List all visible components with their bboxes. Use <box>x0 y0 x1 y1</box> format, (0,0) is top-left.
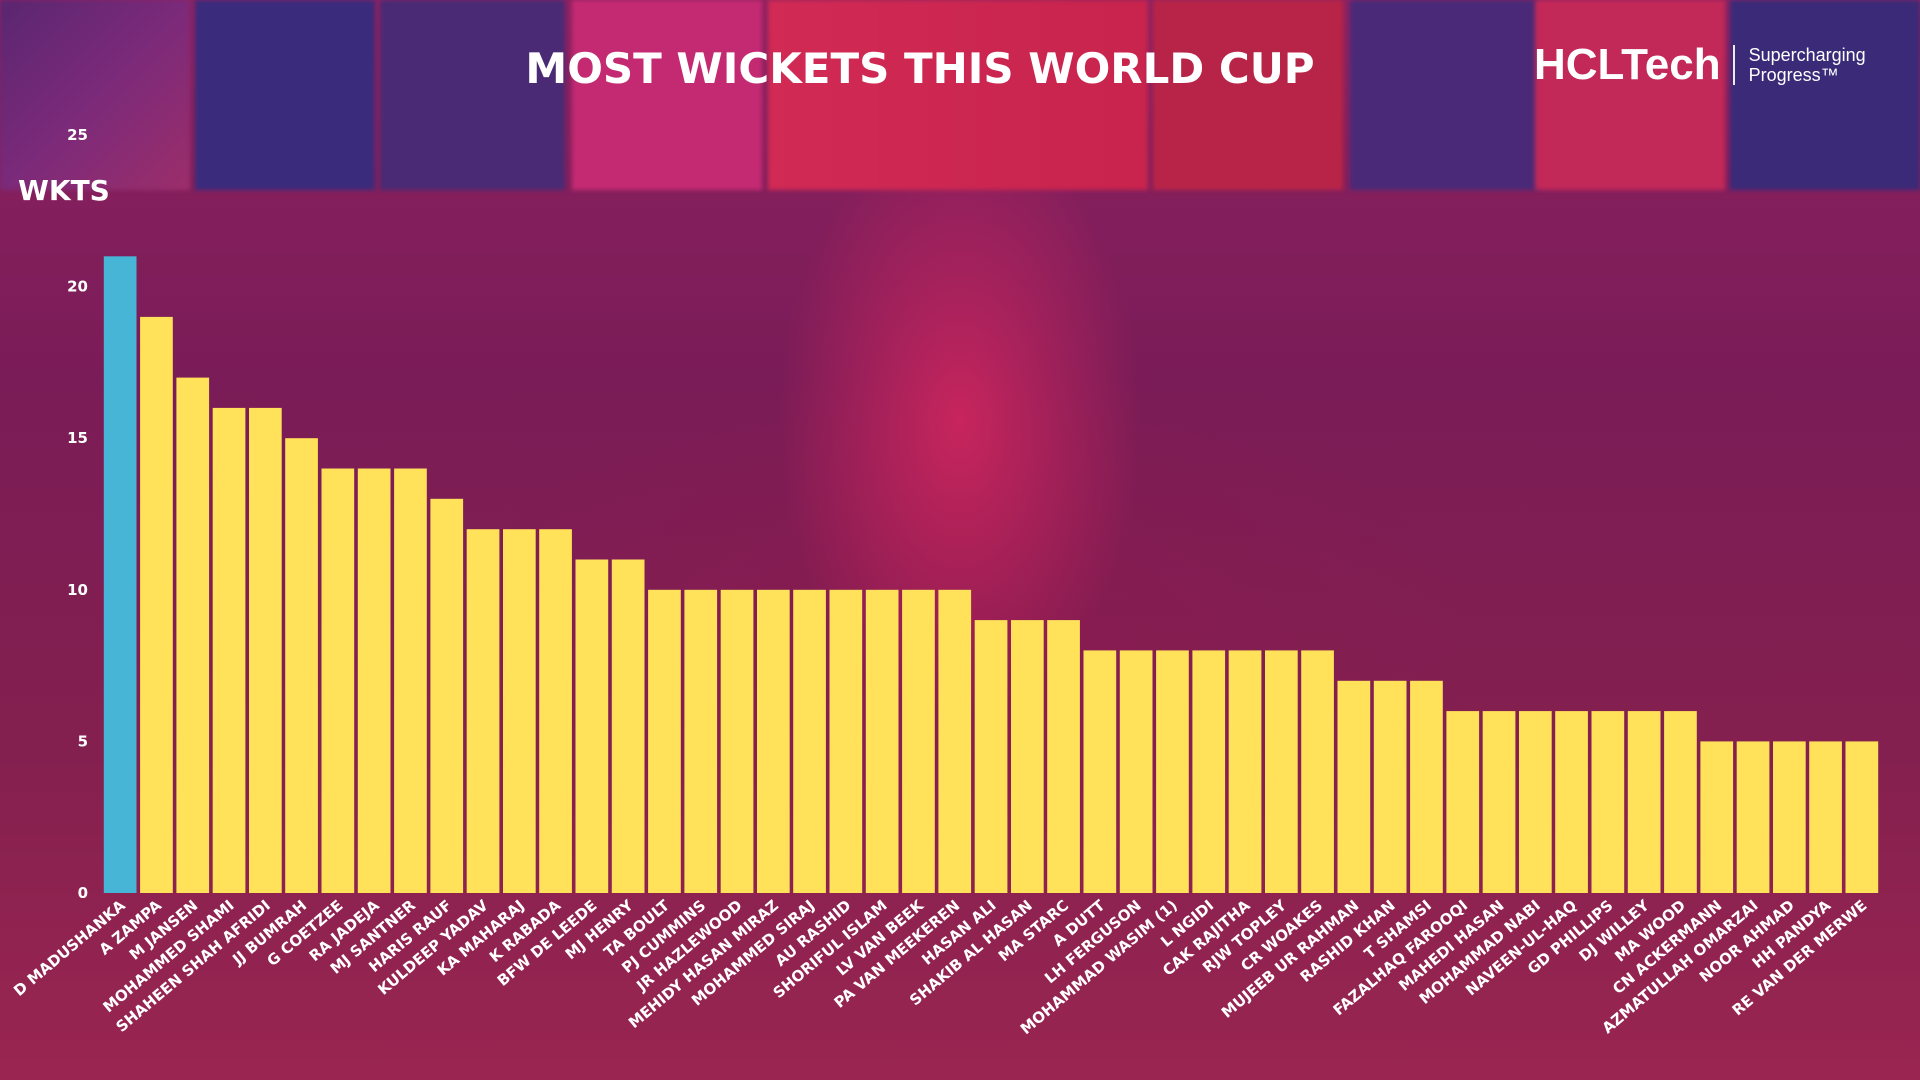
flag-banner <box>0 0 190 190</box>
flag-banner <box>1153 0 1343 190</box>
bar <box>575 559 609 893</box>
brand-tagline-line2: Progress™ <box>1748 65 1839 85</box>
bar <box>1773 741 1806 893</box>
bar <box>974 620 1008 893</box>
bar <box>757 589 790 893</box>
bar <box>503 529 536 893</box>
bar <box>611 559 645 893</box>
y-tick-label: 10 <box>67 581 88 599</box>
brand-logo: HCLTech Supercharging Progress™ <box>1534 40 1866 90</box>
bar <box>1700 741 1734 893</box>
flag-banner <box>195 0 375 190</box>
bar <box>684 589 718 893</box>
flag-banner <box>1535 0 1725 190</box>
bar <box>321 468 355 893</box>
bar <box>1845 741 1879 893</box>
y-tick-label: 25 <box>67 126 88 144</box>
bar <box>902 589 935 893</box>
bar <box>1337 680 1371 893</box>
bar <box>1736 741 1770 893</box>
flag-banner <box>572 0 762 190</box>
y-tick-label: 20 <box>67 278 88 296</box>
bar <box>1265 650 1298 893</box>
bar <box>648 589 681 893</box>
brand-tagline-line1: Supercharging <box>1748 45 1866 65</box>
bar <box>176 377 210 894</box>
bar <box>1228 650 1262 893</box>
flag-banner <box>768 0 1148 190</box>
bar <box>1301 650 1334 893</box>
bar <box>1373 680 1407 893</box>
flag-banner <box>1350 0 1540 190</box>
flag-banner <box>1730 0 1920 190</box>
bar <box>1482 711 1516 893</box>
y-tick-label: 5 <box>78 732 88 750</box>
brand-divider <box>1732 45 1735 85</box>
bar <box>249 407 282 893</box>
bar <box>1555 711 1588 893</box>
brand-name: HCLTech <box>1534 40 1721 89</box>
bars <box>103 256 1879 894</box>
y-tick-label: 0 <box>78 884 88 902</box>
bar <box>793 589 826 893</box>
y-tick-label: 15 <box>67 429 88 447</box>
bar <box>1809 741 1842 893</box>
chart-title: MOST WICKETS THIS WORLD CUP <box>525 44 1315 93</box>
y-axis-ticks: 0 5 10 15 20 25 <box>67 126 88 902</box>
bar <box>1011 620 1044 893</box>
bar <box>430 498 464 893</box>
bar <box>1591 711 1625 893</box>
bar <box>1083 650 1117 893</box>
bar <box>1410 680 1443 893</box>
bar <box>357 468 391 893</box>
bar <box>865 589 899 893</box>
bar <box>1119 650 1153 893</box>
bar <box>1192 650 1226 893</box>
bar <box>212 407 246 893</box>
bar <box>466 529 500 893</box>
bar <box>285 438 318 893</box>
bar <box>1446 711 1480 893</box>
bar <box>1156 650 1189 893</box>
bar <box>829 589 863 893</box>
bar <box>539 529 572 893</box>
bar <box>103 256 137 893</box>
bar <box>1627 711 1661 893</box>
bar <box>140 316 173 893</box>
y-axis-label: WKTS <box>18 174 110 207</box>
bar <box>720 589 754 893</box>
flag-banner <box>380 0 565 190</box>
bar <box>1519 711 1552 893</box>
bar <box>1047 620 1080 893</box>
bar <box>938 589 972 893</box>
bar <box>394 468 427 893</box>
brand-tagline: Supercharging Progress™ <box>1749 45 1866 85</box>
bar <box>1664 711 1697 893</box>
